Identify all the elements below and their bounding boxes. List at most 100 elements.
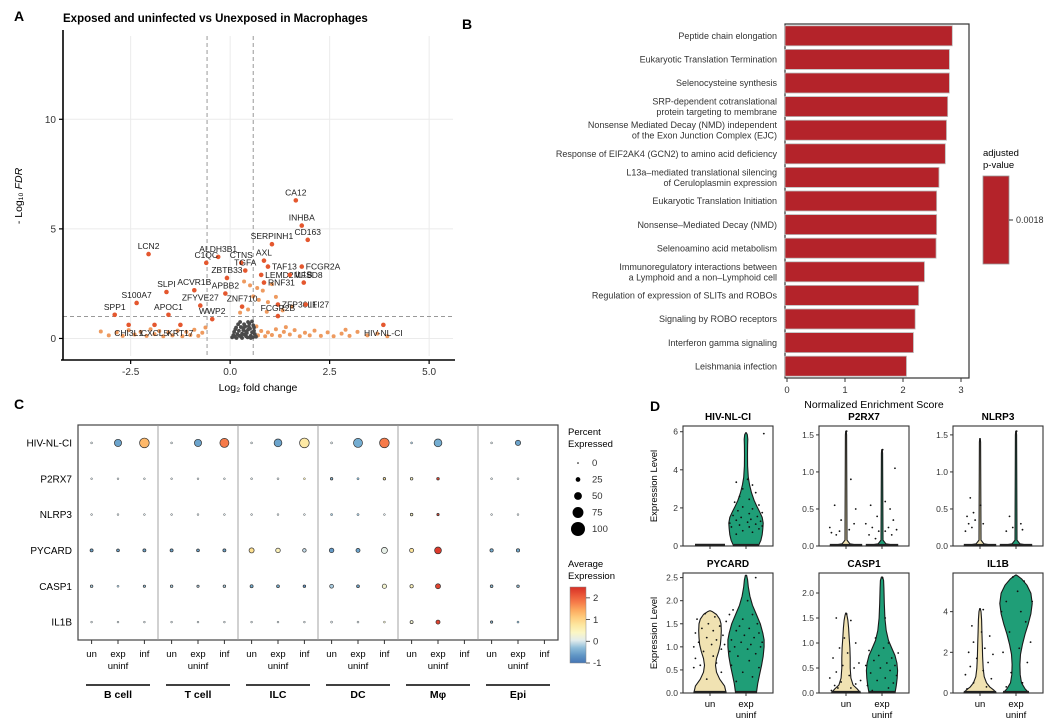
jitter-point	[748, 512, 751, 515]
expression-dot	[222, 548, 227, 553]
jitter-point	[840, 681, 843, 683]
jitter-point	[761, 525, 764, 527]
expression-dot	[250, 620, 253, 624]
violin-y-tick: 4	[943, 607, 948, 617]
volcano-point	[157, 329, 162, 334]
volcano-point	[312, 328, 317, 333]
gene-label: TAF13	[272, 262, 297, 272]
volcano-point	[289, 304, 294, 309]
gene-point	[269, 241, 275, 247]
jitter-point	[969, 496, 972, 499]
jitter-point	[895, 674, 898, 677]
jitter-point	[874, 537, 877, 540]
jitter-point	[837, 687, 839, 689]
expression-dot	[516, 477, 520, 480]
volcano-point	[263, 334, 268, 339]
gene-point	[112, 312, 118, 318]
expression-dot	[196, 620, 200, 624]
jitter-point	[741, 529, 744, 532]
violin-x-sublabel: uninf	[736, 710, 757, 720]
expression-dot	[435, 583, 441, 590]
enrichment-bar	[784, 284, 920, 306]
volcano-point	[280, 308, 285, 313]
pathway-label: Selenocysteine synthesis	[676, 78, 778, 88]
jitter-point	[895, 528, 898, 531]
avgexpr-tick-label: -1	[593, 658, 601, 669]
y-axis-title: - Log₁₀ FDR	[13, 167, 25, 224]
expression-dot	[381, 547, 388, 554]
expression-dot	[276, 513, 280, 516]
jitter-point	[992, 653, 994, 656]
panel-label-d: D	[650, 398, 661, 414]
y-tick-label: 10	[45, 115, 57, 126]
expression-dot	[90, 441, 93, 445]
volcano-point-ns	[241, 326, 246, 330]
volcano-point	[302, 330, 307, 335]
expression-dot	[382, 477, 386, 481]
jitter-point	[730, 664, 733, 667]
enrichment-bar	[784, 261, 925, 283]
jitter-point	[735, 629, 738, 632]
jitter-point	[830, 531, 833, 534]
jitter-point	[876, 515, 879, 518]
gene-label: ZFYVE27	[182, 293, 219, 303]
expression-dot	[116, 620, 120, 624]
jitter-point	[979, 504, 982, 507]
expression-dot	[90, 620, 93, 624]
condition-sub-label: uninf	[428, 661, 449, 672]
jitter-point	[866, 684, 869, 687]
jitter-point	[1002, 651, 1004, 654]
condition-tick-label: inf	[539, 649, 549, 660]
percent-legend-dot	[575, 477, 581, 482]
jitter-point	[884, 500, 887, 503]
percent-legend-value: 0	[592, 458, 597, 469]
jitter-point	[1005, 600, 1008, 603]
jitter-point	[841, 664, 844, 667]
expression-dot	[170, 441, 173, 445]
pathway-label: Immunoregulatory interactions between	[619, 262, 777, 272]
condition-tick-label: un	[246, 649, 257, 660]
violin-gene-title: P2RX7	[848, 412, 880, 423]
jitter-point	[887, 642, 890, 644]
gene-label: ZNF710	[227, 294, 258, 304]
expression-dot	[353, 438, 363, 448]
condition-sub-label: uninf	[348, 661, 369, 672]
volcano-point	[148, 327, 153, 332]
gene-row-label: IL1B	[51, 618, 72, 629]
violin-y-tick: 0.0	[936, 541, 948, 551]
volcano-point	[343, 327, 348, 332]
jitter-point	[884, 677, 887, 679]
jitter-point	[1011, 576, 1014, 578]
jitter-point	[758, 504, 760, 506]
percent-legend-value: 50	[592, 491, 603, 502]
expression-dot	[250, 513, 253, 516]
gene-point	[223, 291, 228, 296]
jitter-point	[889, 508, 891, 510]
gene-point	[203, 260, 209, 266]
expression-dot	[514, 439, 522, 446]
expression-dot	[379, 437, 390, 449]
panel-c-dotplot: HIV-NL-CI P2RX7 NLRP3 PYCARD CASP1 IL1B un exp i…	[8, 395, 658, 725]
jitter-point	[894, 664, 896, 667]
jitter-point	[838, 530, 841, 533]
violin-x-label-un: un	[975, 699, 986, 710]
gene-label: ACVR1B	[177, 277, 211, 287]
jitter-point	[1008, 631, 1011, 633]
volcano-point-ns	[236, 328, 241, 333]
y-tick-label: 0	[50, 334, 56, 345]
jitter-point	[712, 629, 715, 632]
gene-point	[215, 254, 221, 260]
violin-shape-un	[963, 438, 997, 547]
expression-dot-plot: HIV-NL-CI P2RX7 NLRP3 PYCARD CASP1 IL1B un exp i…	[26, 424, 615, 701]
jitter-point	[1029, 641, 1032, 644]
condition-tick-label: un	[86, 649, 97, 660]
jitter-point	[728, 522, 731, 525]
gene-row-label: P2RX7	[40, 474, 72, 485]
pathway-label: of the Exon Junction Complex (EJC)	[632, 131, 777, 141]
jitter-point	[1031, 600, 1034, 603]
jitter-point	[746, 648, 749, 651]
jitter-point	[982, 669, 985, 672]
jitter-point	[732, 609, 734, 611]
jitter-point	[848, 674, 851, 677]
x-tick-label: 2.5	[323, 367, 337, 378]
